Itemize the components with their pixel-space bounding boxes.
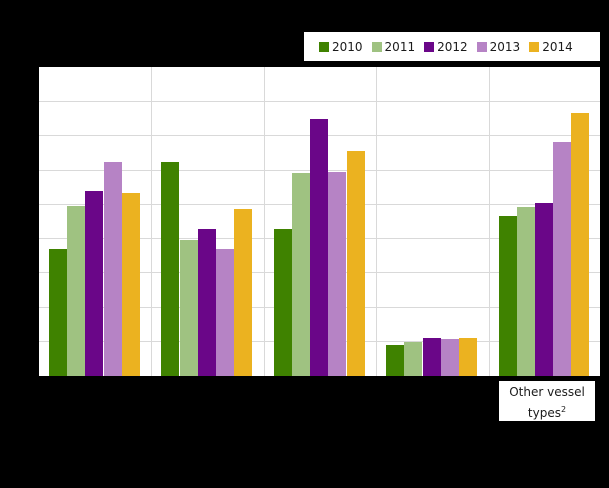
bar-2014-group-2 (234, 209, 253, 376)
x-axis-label-other-vessel-types: Other vessel types2 (499, 381, 595, 421)
chart-legend: 2010 2011 2012 2013 2014 (304, 32, 600, 61)
gridline-vertical (151, 67, 153, 376)
legend-swatch (476, 41, 487, 52)
bar-2014-group-4 (459, 338, 477, 376)
legend-swatch (371, 41, 382, 52)
bar-2011-group-2 (179, 239, 198, 376)
bar-2013-group-1 (103, 161, 122, 376)
legend-item-2013: 2013 (476, 39, 521, 54)
bar-2012-group-1 (85, 191, 104, 376)
legend-item-2014: 2014 (529, 40, 573, 54)
bar-2011-group-1 (67, 205, 86, 376)
x-label-line1: Other vessel (509, 385, 585, 399)
legend-swatch (424, 41, 435, 52)
legend-item-2010: 2010 (319, 40, 363, 54)
bar-2013-group-2 (216, 249, 234, 376)
legend-swatch (319, 41, 329, 52)
bar-2014-group-5 (571, 112, 590, 376)
bar-2012-group-5 (535, 202, 553, 376)
legend-label: 2012 (437, 39, 468, 54)
bar-2011-group-5 (516, 206, 535, 376)
legend-label: 2010 (332, 39, 363, 54)
x-label-line2: types (527, 406, 561, 420)
bar-2012-group-2 (197, 228, 216, 376)
bar-2012-group-3 (310, 118, 329, 376)
bar-2010-group-1 (49, 249, 67, 376)
bar-2013-group-4 (440, 339, 459, 376)
bar-2014-group-3 (346, 150, 365, 376)
bar-2012-group-4 (422, 338, 441, 376)
bar-2010-group-3 (273, 228, 292, 376)
gridline-vertical (488, 67, 490, 376)
legend-swatch (529, 41, 540, 52)
plot-area (39, 67, 600, 376)
bar-2011-group-3 (292, 172, 310, 376)
bar-2010-group-5 (498, 215, 517, 376)
legend-item-2012: 2012 (424, 40, 468, 54)
legend-label: 2011 (384, 39, 416, 54)
legend-item-2011: 2011 (371, 39, 416, 54)
gridline-horizontal (39, 101, 600, 103)
legend-label: 2013 (489, 39, 521, 54)
footnote-marker: 2 (560, 405, 567, 414)
bar-2014-group-1 (121, 192, 140, 376)
bar-2010-group-4 (386, 344, 405, 376)
legend-label: 2014 (542, 39, 573, 54)
bar-2013-group-5 (553, 141, 572, 376)
gridline-vertical (376, 67, 378, 376)
bar-2013-group-3 (328, 172, 347, 376)
gridline-vertical (263, 67, 265, 376)
bar-2011-group-4 (404, 341, 423, 376)
bar-2010-group-2 (161, 161, 180, 376)
